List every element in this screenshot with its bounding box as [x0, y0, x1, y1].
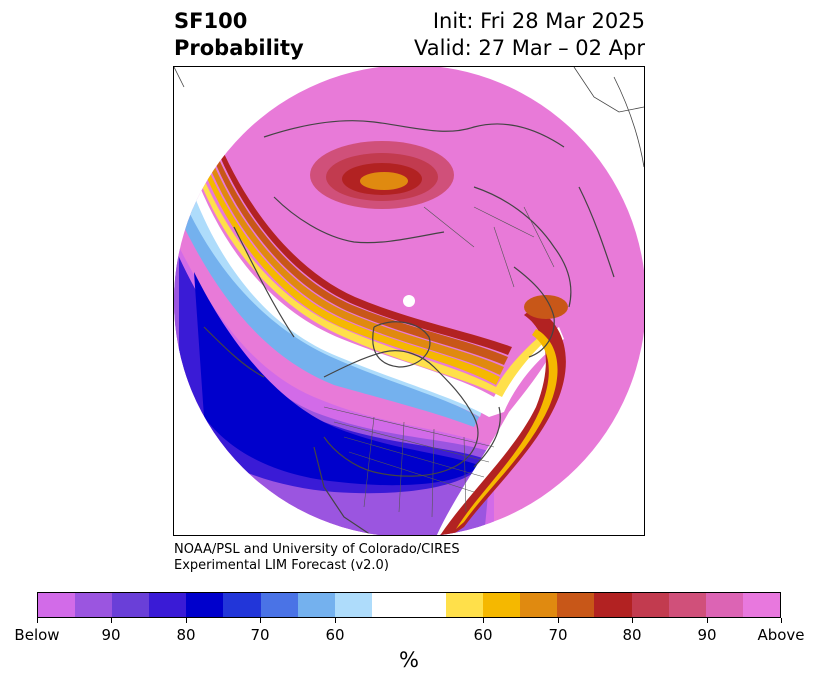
colorbar-segment	[557, 593, 595, 617]
field-above-60	[199, 167, 556, 397]
colorbar-tick	[707, 618, 708, 623]
colorbar-tick-label: 80	[176, 626, 196, 644]
title-right: Init: Fri 28 Mar 2025 Valid: 27 Mar – 02…	[414, 8, 645, 62]
colorbar-segment	[75, 593, 113, 617]
north-pole-marker	[403, 295, 415, 307]
colorbar-segment	[446, 593, 484, 617]
colorbar-tick-label: 70	[250, 626, 270, 644]
colorbar-tick-label: 60	[325, 626, 345, 644]
field-siberia-core	[360, 172, 408, 190]
colorbar-segment	[260, 593, 298, 617]
colorbar-segment	[297, 593, 335, 617]
colorbar-tick-label: Below	[14, 626, 60, 644]
coastlines	[203, 120, 615, 535]
field-below-core	[194, 272, 479, 486]
colorbar-segment	[112, 593, 150, 617]
colorbar-segment	[223, 593, 261, 617]
credit-line-2: Experimental LIM Forecast (v2.0)	[174, 558, 389, 573]
colorbar-tick	[558, 618, 559, 623]
colorbar-tick	[483, 618, 484, 623]
variable-name: SF100	[174, 9, 248, 33]
valid-date: Valid: 27 Mar – 02 Apr	[414, 36, 645, 60]
colorbar-segment	[408, 593, 447, 617]
colorbar-tick	[632, 618, 633, 623]
colorbar-segment	[149, 593, 187, 617]
colorbar-tick-label: Above	[757, 626, 805, 644]
colorbar-segment	[742, 593, 780, 617]
colorbar-segment	[371, 593, 409, 617]
init-date: Init: Fri 28 Mar 2025	[432, 9, 645, 33]
colorbar-tick-label: 60	[473, 626, 493, 644]
colorbar-tick	[335, 618, 336, 623]
title-left: SF100 Probability	[174, 8, 304, 62]
colorbar-tick-label: 80	[622, 626, 642, 644]
probability-field	[174, 67, 644, 535]
colorbar-segment	[631, 593, 669, 617]
field-neutral-east	[436, 337, 561, 535]
colorbar-tick-label: 70	[548, 626, 568, 644]
colorbar-segment	[483, 593, 521, 617]
colorbar-tick	[111, 618, 112, 623]
colorbar-segment	[334, 593, 372, 617]
credit-line-1: NOAA/PSL and University of Colorado/CIRE…	[174, 542, 460, 557]
field-mideast	[524, 295, 568, 319]
variable-type: Probability	[174, 36, 304, 60]
colorbar-tick	[781, 618, 782, 623]
colorbar-segment	[668, 593, 706, 617]
colorbar-segment	[594, 593, 632, 617]
field-below-light	[184, 187, 479, 427]
colorbar-tick	[186, 618, 187, 623]
colorbar-tick-label: 90	[101, 626, 121, 644]
colorbar-tick	[37, 618, 38, 623]
colorbar-segment	[38, 593, 76, 617]
colorbar-tick-label: 90	[697, 626, 717, 644]
colorbar-segment	[705, 593, 743, 617]
colorbar	[37, 592, 781, 618]
field-neutral	[194, 172, 564, 417]
field-ridge-east-orange	[456, 329, 558, 529]
colorbar-units: %	[399, 648, 419, 672]
forecast-map	[173, 66, 645, 536]
map-svg	[174, 67, 644, 535]
colorbar-segment	[520, 593, 558, 617]
credit: NOAA/PSL and University of Colorado/CIRE…	[174, 542, 460, 574]
colorbar-segment	[186, 593, 224, 617]
outer-coastlines	[174, 67, 644, 168]
political-borders	[323, 206, 555, 518]
colorbar-tick	[260, 618, 261, 623]
